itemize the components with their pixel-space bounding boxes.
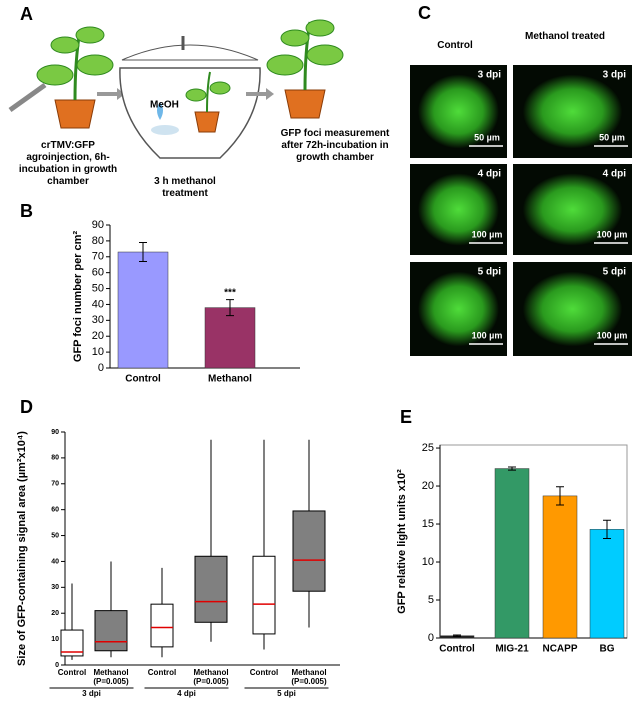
- box: [252, 555, 276, 635]
- y-tick-label: 80: [92, 235, 104, 247]
- y-tick-label: 50: [51, 532, 59, 539]
- x-tick-label: MIG-21: [495, 644, 529, 655]
- x-tick-label: Methanol (P=0.005): [93, 668, 129, 686]
- column-header: Methanol treated: [524, 31, 605, 42]
- dpi-label: 4 dpi: [478, 169, 502, 180]
- y-tick-label: 90: [92, 219, 104, 231]
- box: [94, 610, 128, 652]
- bar: [204, 307, 256, 369]
- x-tick-label: Methanol (P=0.005): [193, 668, 229, 686]
- x-tick-label: Control: [57, 668, 87, 677]
- y-tick-label: 20: [422, 480, 434, 492]
- y-tick-label: 80: [51, 455, 59, 462]
- error-bar: [508, 466, 516, 471]
- y-tick-label: 50: [92, 282, 104, 294]
- y-tick-label: 20: [51, 610, 59, 617]
- bar: [542, 495, 578, 639]
- y-tick-label: 0: [428, 632, 434, 644]
- box: [194, 555, 228, 623]
- y-tick-label: 15: [422, 518, 434, 530]
- gfp-focus: [417, 271, 500, 347]
- y-tick-label: 0: [98, 362, 104, 374]
- group-label: 4 dpi: [177, 689, 196, 698]
- reagent-label: MeOH: [150, 100, 179, 111]
- y-tick-label: 10: [422, 556, 434, 568]
- scale-label: 50 µm: [599, 132, 625, 142]
- y-tick-label: 20: [92, 330, 104, 342]
- y-tick-label: 60: [51, 507, 59, 514]
- column-header: Control: [437, 40, 473, 51]
- dpi-label: 4 dpi: [603, 169, 627, 180]
- dpi-label: 5 dpi: [603, 267, 627, 278]
- x-tick-label: Control: [125, 374, 161, 385]
- x-tick-label: BG: [600, 644, 615, 655]
- error-bar: [226, 299, 234, 317]
- error-bar: [556, 486, 564, 506]
- y-tick-label: 70: [51, 481, 59, 488]
- y-axis-title: GFP relative light units x10²: [396, 469, 408, 614]
- step-caption: 3 h methanol treatment: [154, 176, 216, 199]
- box: [150, 603, 174, 648]
- y-tick-label: 30: [51, 584, 59, 591]
- gfp-focus: [522, 173, 623, 246]
- significance: ***: [224, 287, 236, 298]
- group-label: 3 dpi: [82, 689, 101, 698]
- y-tick-label: 25: [422, 442, 434, 454]
- gfp-focus: [417, 173, 500, 246]
- bar: [589, 529, 625, 639]
- y-axis-title: GFP foci number per cm²: [72, 231, 84, 363]
- group-label: 5 dpi: [277, 689, 296, 698]
- gfp-focus: [417, 74, 500, 149]
- box: [60, 629, 84, 657]
- error-bar: [453, 634, 461, 637]
- y-tick-label: 40: [51, 558, 59, 565]
- step-caption: GFP foci measurement after 72h-incubatio…: [280, 128, 390, 163]
- dpi-label: 3 dpi: [603, 70, 627, 81]
- panel-label: A: [20, 4, 33, 24]
- x-tick-label: Methanol (P=0.005): [291, 668, 327, 686]
- y-tick-label: 90: [51, 429, 59, 436]
- box: [292, 510, 326, 592]
- x-tick-label: NCAPP: [542, 644, 577, 655]
- y-tick-label: 10: [92, 346, 104, 358]
- panel-a-illustration: [8, 19, 344, 159]
- panel-label: B: [20, 201, 33, 221]
- panel-label: E: [400, 407, 412, 427]
- y-tick-label: 10: [51, 636, 59, 643]
- x-tick-label: Methanol: [208, 374, 252, 385]
- scale-label: 100 µm: [472, 330, 503, 340]
- bar: [117, 251, 169, 369]
- x-tick-label: Control: [249, 668, 279, 677]
- dpi-label: 5 dpi: [478, 267, 502, 278]
- scale-label: 50 µm: [474, 132, 500, 142]
- y-tick-label: 5: [428, 594, 434, 606]
- scale-label: 100 µm: [597, 229, 628, 239]
- panel-label: C: [418, 3, 431, 23]
- y-tick-label: 70: [92, 251, 104, 263]
- gfp-focus: [522, 271, 623, 347]
- y-tick-label: 0: [55, 662, 59, 669]
- y-axis-title: Size of GFP-containing signal area (µm²x…: [16, 431, 28, 666]
- x-tick-label: Control: [147, 668, 177, 677]
- y-tick-label: 30: [92, 314, 104, 326]
- bar: [494, 468, 530, 639]
- scale-label: 100 µm: [597, 330, 628, 340]
- gfp-focus: [522, 74, 623, 149]
- scale-label: 100 µm: [472, 229, 503, 239]
- step-caption: crTMV:GFP agroinjection, 6h-incubation i…: [18, 140, 118, 187]
- y-tick-label: 40: [92, 298, 104, 310]
- y-tick-label: 60: [92, 267, 104, 279]
- error-bar: [139, 241, 147, 263]
- error-bar: [603, 519, 611, 539]
- dpi-label: 3 dpi: [478, 70, 502, 81]
- panel-label: D: [20, 397, 33, 417]
- x-tick-label: Control: [439, 644, 475, 655]
